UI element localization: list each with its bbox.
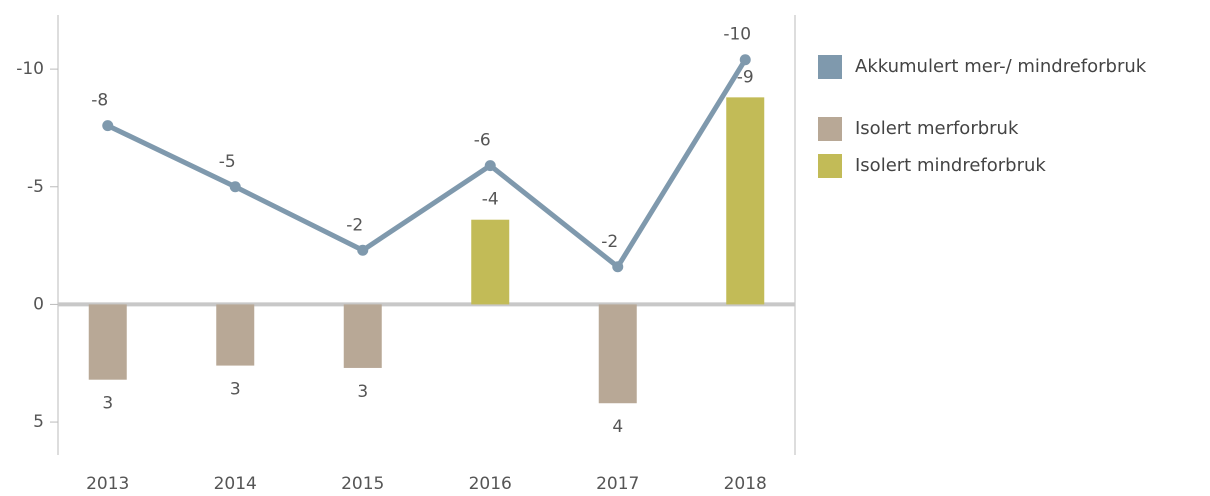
data-label: -10 — [723, 25, 751, 45]
point — [357, 244, 369, 256]
data-label: 4 — [612, 417, 623, 437]
legend-label: Isolert merforbruk — [855, 118, 1019, 139]
data-label: 3 — [357, 382, 368, 402]
bar — [598, 304, 637, 404]
x-tick-label: 2014 — [214, 474, 257, 494]
data-label: 3 — [102, 394, 113, 414]
point — [229, 181, 241, 193]
bar — [216, 304, 255, 366]
point — [484, 160, 496, 172]
legend-label: Isolert mindreforbruk — [855, 155, 1046, 176]
x-tick-label: 2015 — [341, 474, 384, 494]
legend-swatch — [818, 55, 842, 79]
data-label: -8 — [91, 91, 108, 111]
data-label: -9 — [737, 67, 754, 87]
data-label: -4 — [482, 190, 499, 210]
legend-swatch — [818, 154, 842, 178]
y-tick-label: 0 — [33, 294, 44, 314]
bar — [343, 304, 382, 368]
y-tick-label: -5 — [27, 177, 44, 197]
legend-swatch — [818, 117, 842, 141]
x-tick-label: 2018 — [724, 474, 767, 494]
legend-label: Akkumulert mer-/ mindreforbruk — [855, 56, 1147, 77]
x-tick-label: 2016 — [469, 474, 512, 494]
data-label: 3 — [230, 380, 241, 400]
x-tick-label: 2013 — [86, 474, 129, 494]
point — [612, 261, 624, 273]
data-label: -5 — [219, 152, 236, 172]
data-label: -2 — [601, 232, 618, 252]
data-label: -2 — [346, 215, 363, 235]
point — [102, 120, 114, 132]
bar — [88, 304, 127, 380]
y-tick-label: 5 — [33, 412, 44, 432]
line — [106, 58, 748, 270]
y-tick-label: -10 — [16, 59, 44, 79]
x-tick-label: 2017 — [596, 474, 639, 494]
bar — [471, 219, 510, 305]
point — [739, 54, 751, 66]
data-label: -6 — [474, 131, 491, 151]
bar — [726, 97, 765, 305]
